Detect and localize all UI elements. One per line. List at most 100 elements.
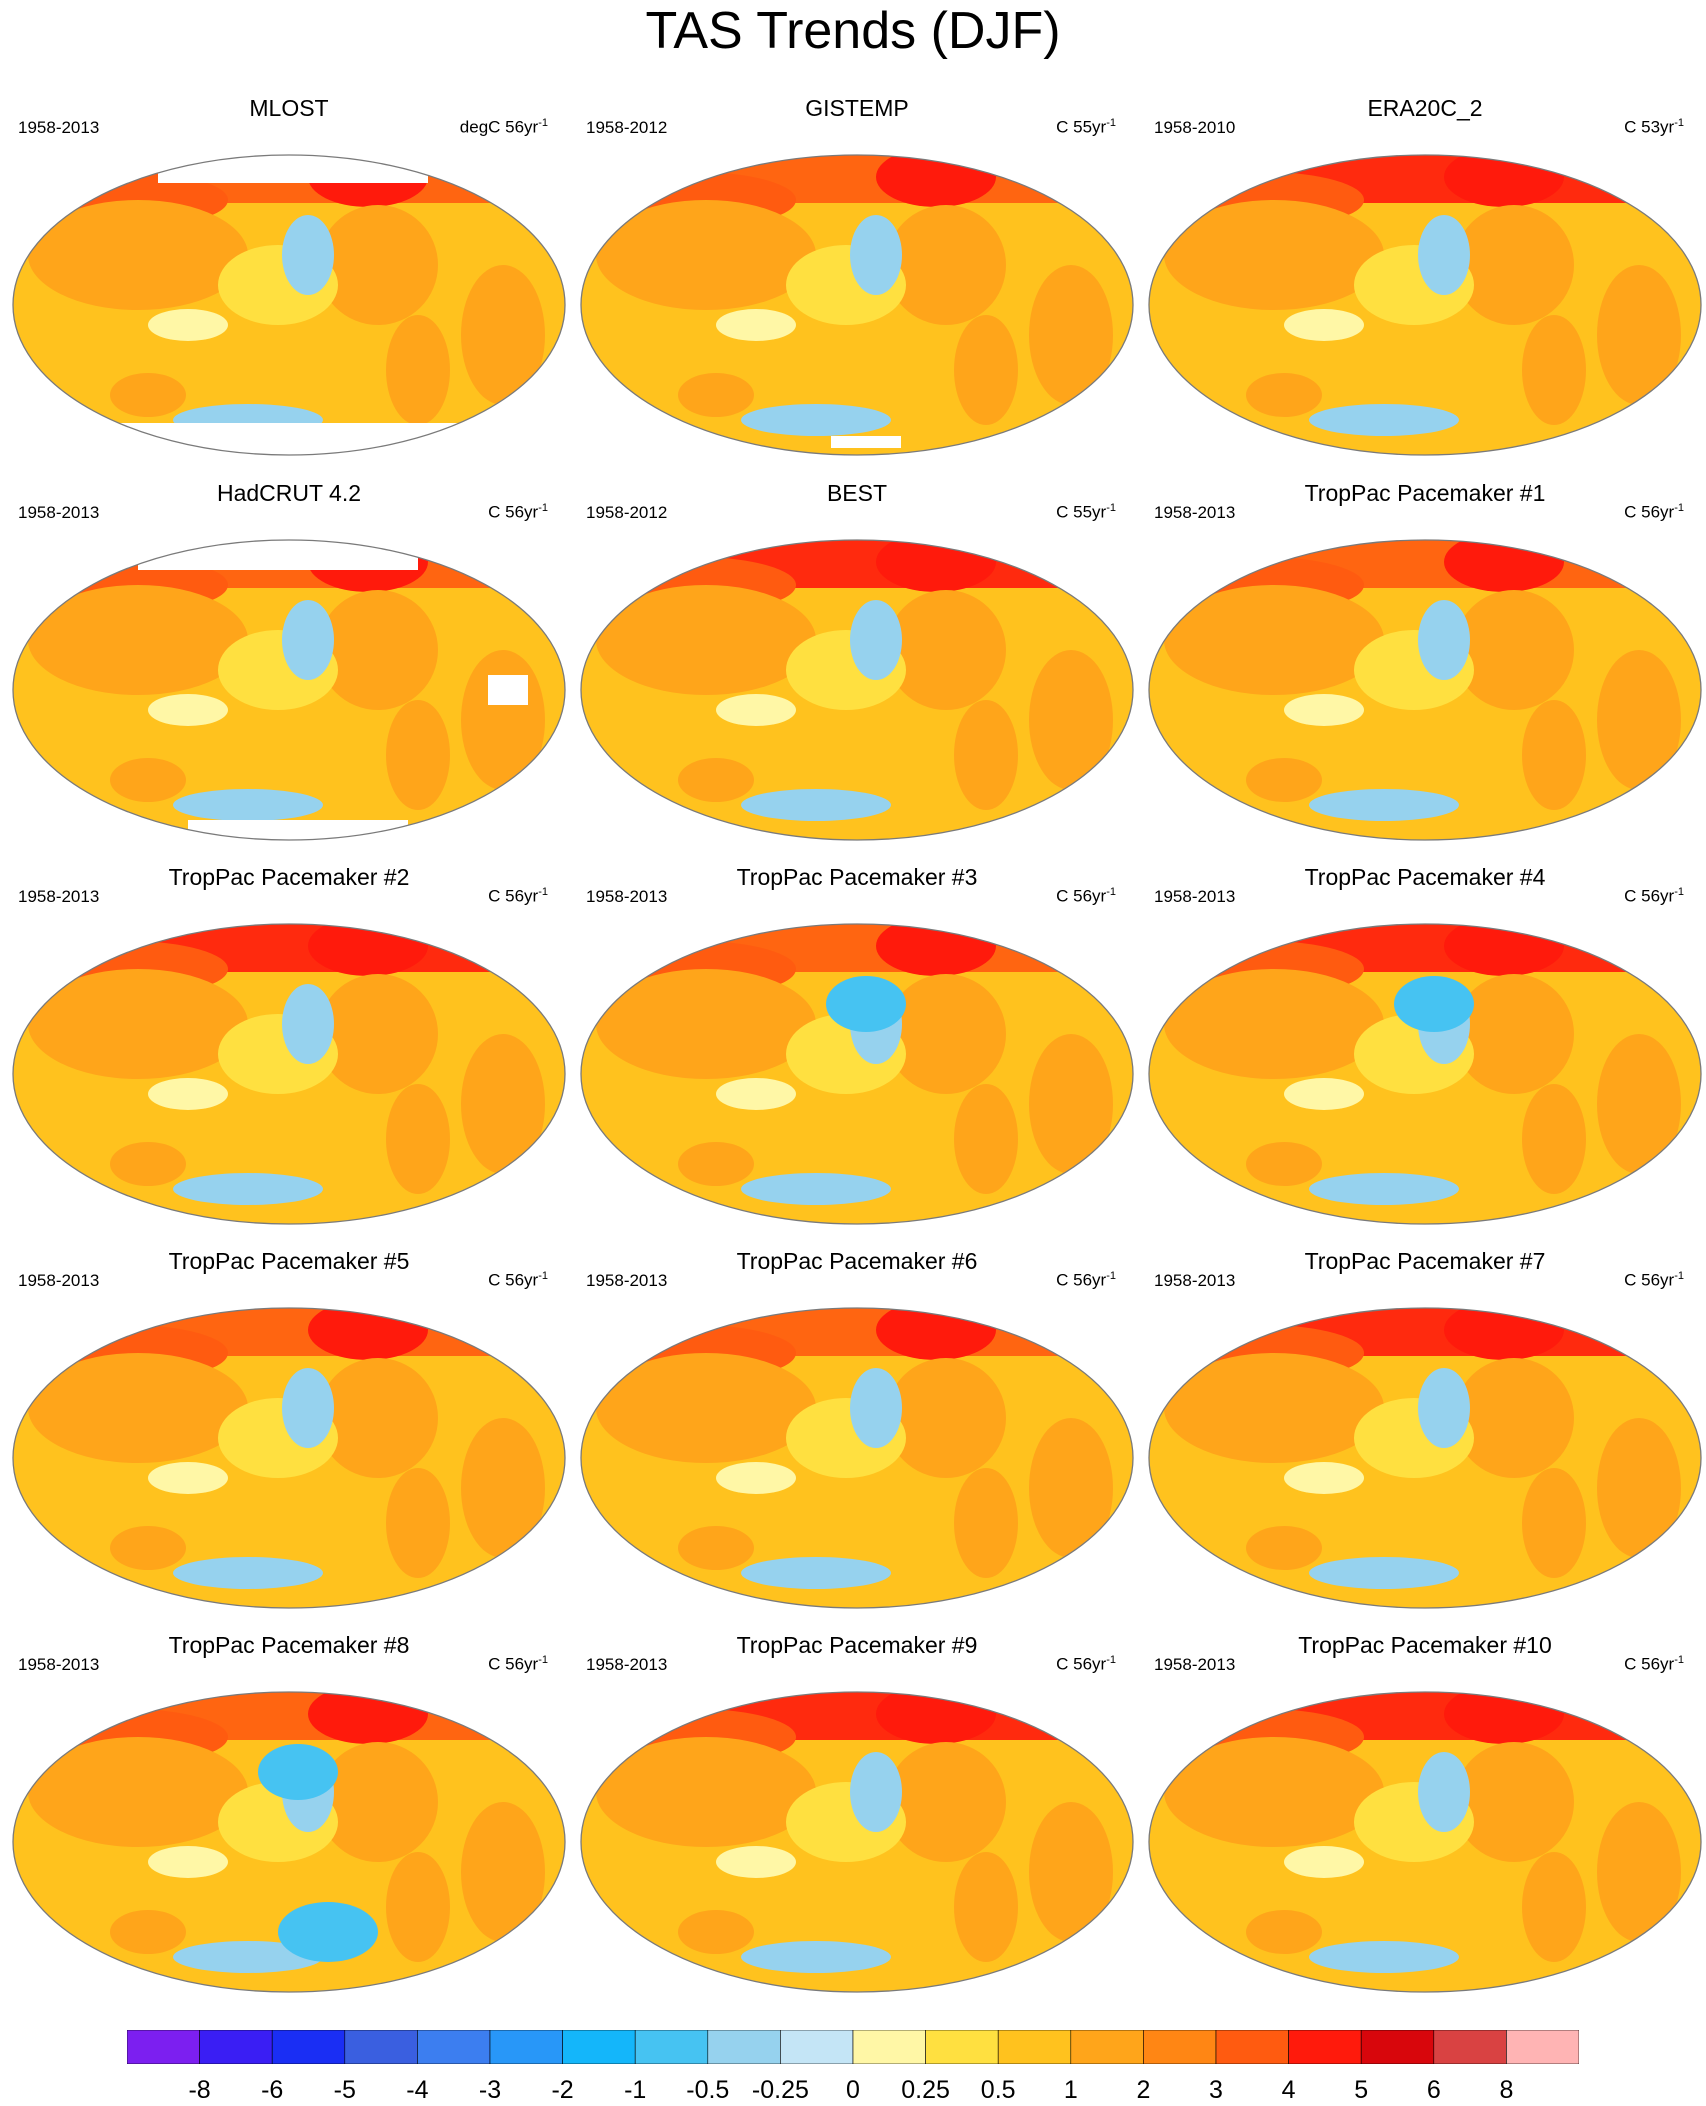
land-africa	[461, 650, 545, 790]
colorbar-tick-label: 1	[1063, 2076, 1078, 2104]
world-map	[12, 1307, 566, 1609]
land-africa	[1029, 650, 1113, 790]
pacific-cooling	[850, 215, 902, 295]
tropical-neutral	[716, 1078, 796, 1110]
land-south-america	[954, 1468, 1018, 1578]
panel-period: 1958-2013	[1154, 887, 1236, 906]
colorbar-swatch	[925, 2030, 999, 2064]
colorbar-tick-label: -2	[551, 2076, 574, 2104]
southern-ocean-cooling	[1309, 404, 1459, 436]
colorbar-tick-label: -5	[333, 2076, 356, 2104]
map-panel: TropPac Pacemaker #4 1958-2013 C 56yr-1	[1144, 864, 1706, 1234]
map-panel: TropPac Pacemaker #8 1958-2013 C 56yr-1	[8, 1632, 570, 2002]
panel-units-text: C 56yr	[1624, 1270, 1675, 1290]
panel-period: 1958-2013	[18, 1655, 100, 1674]
panel-units: C 56yr-1	[488, 882, 548, 907]
map-outline	[12, 539, 566, 841]
map-outline	[12, 1691, 566, 1993]
panel-period: 1958-2013	[1154, 1271, 1236, 1290]
panel-units-text: C 56yr	[1624, 886, 1675, 906]
land-australia	[678, 758, 754, 802]
map-outline	[580, 539, 1134, 841]
panel-units-text: C 56yr	[488, 1654, 539, 1674]
tropical-neutral	[1284, 1078, 1364, 1110]
missing-data-mask	[138, 540, 418, 570]
land-australia	[1246, 1142, 1322, 1186]
colorbar-swatch	[271, 2030, 346, 2064]
panel-title: TropPac Pacemaker #2	[168, 864, 410, 890]
land-australia	[1246, 1910, 1322, 1954]
southern-ocean-cooling	[741, 1941, 891, 1973]
panel-units-text: degC 56yr	[459, 117, 539, 137]
colorbar-swatch	[707, 2030, 781, 2064]
panel-units: C 56yr-1	[1624, 1650, 1684, 1675]
pacific-cooling	[1418, 1752, 1470, 1832]
land-north-america	[886, 205, 1006, 325]
panel-units-text: C 56yr	[488, 886, 539, 906]
colorbar-swatch	[634, 2030, 709, 2064]
colorbar-swatch	[417, 2030, 491, 2064]
land-africa	[1597, 1418, 1681, 1558]
world-map	[580, 923, 1134, 1225]
pacific-cooling	[282, 600, 334, 680]
land-north-america	[318, 1358, 438, 1478]
panel-units-text: C 56yr	[488, 502, 539, 522]
southern-ocean-cooling	[1309, 1173, 1459, 1205]
map-panel: TropPac Pacemaker #3 1958-2013 C 56yr-1	[576, 864, 1138, 1234]
land-australia	[1246, 758, 1322, 802]
tropical-neutral	[716, 309, 796, 341]
land-south-america	[954, 1852, 1018, 1962]
panel-title: TropPac Pacemaker #5	[168, 1248, 410, 1274]
world-map	[580, 1307, 1134, 1609]
world-map	[1148, 923, 1702, 1225]
land-eurasia	[28, 1737, 248, 1847]
panel-units: C 56yr-1	[1624, 1266, 1684, 1291]
panel-period: 1958-2012	[586, 118, 668, 137]
map-panel: TropPac Pacemaker #2 1958-2013 C 56yr-1	[8, 864, 570, 1234]
map-panel: TropPac Pacemaker #9 1958-2013 C 56yr-1	[576, 1632, 1138, 2002]
land-eurasia	[28, 200, 248, 310]
southern-ocean-cooling	[741, 1173, 891, 1205]
panel-units: C 56yr-1	[488, 1650, 548, 1675]
pacific-cooling	[1418, 215, 1470, 295]
colorbar-swatch	[1215, 2030, 1289, 2064]
land-australia	[110, 373, 186, 417]
colorbar-swatch	[344, 2030, 418, 2064]
land-africa	[1029, 1418, 1113, 1558]
colorbar-tick-label: -8	[188, 2076, 211, 2104]
map-outline	[580, 1691, 1134, 1993]
panel-units-exponent: -1	[538, 117, 548, 129]
land-africa	[1029, 265, 1113, 405]
world-map	[580, 154, 1134, 456]
land-north-america	[318, 974, 438, 1094]
southern-ocean-cooling	[1309, 1941, 1459, 1973]
panel-units: C 56yr-1	[1056, 1266, 1116, 1291]
colorbar-tick-label: -0.25	[751, 2076, 809, 2104]
panel-title: GISTEMP	[805, 95, 909, 121]
world-map	[1148, 1307, 1702, 1609]
missing-data-mask	[188, 820, 408, 840]
world-map	[12, 1691, 566, 1993]
southern-ocean-cooling	[173, 1557, 323, 1589]
panel-period: 1958-2013	[1154, 503, 1236, 522]
panel-period: 1958-2012	[586, 503, 668, 522]
land-eurasia	[596, 1737, 816, 1847]
land-eurasia	[1164, 969, 1384, 1079]
panel-units-exponent: -1	[1106, 117, 1116, 129]
colorbar-tick-label: -6	[261, 2076, 284, 2104]
pacific-cooling	[850, 600, 902, 680]
map-outline	[580, 1307, 1134, 1609]
world-map	[1148, 1691, 1702, 1993]
panel-units: C 55yr-1	[1056, 498, 1116, 523]
panel-title: TropPac Pacemaker #6	[736, 1248, 978, 1274]
pacific-cooling	[850, 1368, 902, 1448]
land-australia	[678, 1142, 754, 1186]
land-australia	[110, 758, 186, 802]
land-south-america	[386, 700, 450, 810]
panel-title: TropPac Pacemaker #8	[168, 1632, 410, 1658]
north-pacific-cold	[258, 1744, 338, 1800]
land-eurasia	[1164, 1353, 1384, 1463]
tropical-neutral	[716, 694, 796, 726]
land-north-america	[318, 205, 438, 325]
panel-period: 1958-2013	[18, 503, 100, 522]
